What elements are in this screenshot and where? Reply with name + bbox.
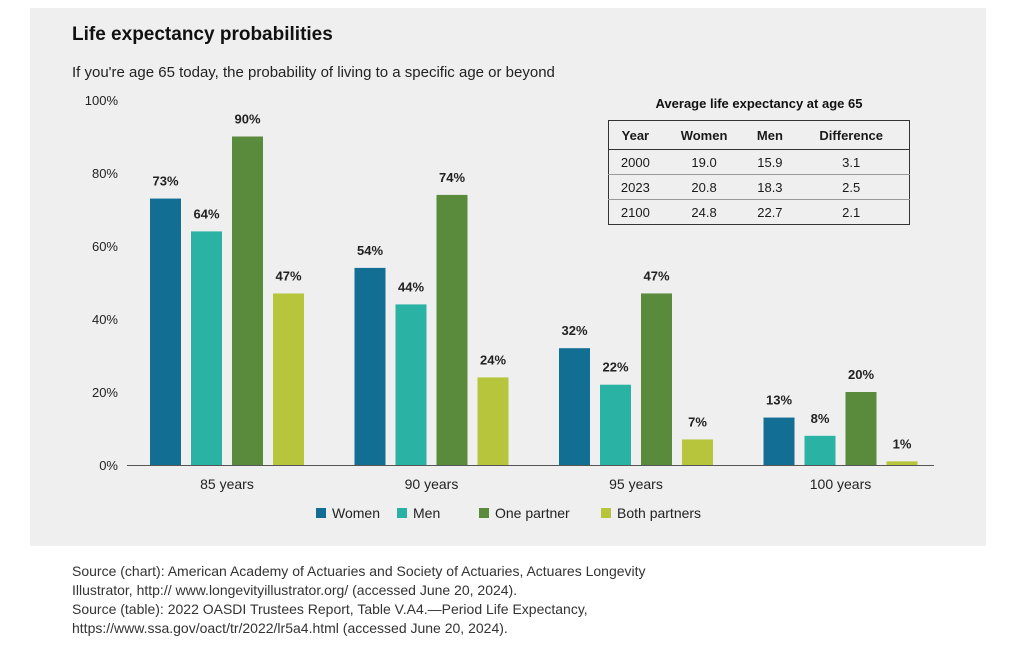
- bar: [600, 384, 631, 465]
- legend-label: Both partners: [617, 505, 701, 521]
- y-tick-label: 40%: [92, 312, 118, 327]
- table-cell: 19.0: [661, 149, 747, 175]
- bar: [845, 392, 877, 465]
- data-label: 90%: [234, 112, 260, 127]
- table-header-cell: Women: [661, 120, 747, 150]
- bar: [641, 293, 672, 465]
- x-tick-label: 95 years: [609, 476, 663, 492]
- data-label: 32%: [561, 323, 587, 338]
- table-row: 2000 19.0 15.9 3.1: [608, 149, 910, 175]
- y-tick-label: 60%: [92, 239, 118, 254]
- source-table-line: Source (table): 2022 OASDI Trustees Repo…: [72, 601, 588, 617]
- source-table-line: https://www.ssa.gov/oact/tr/2022/lr5a4.h…: [72, 620, 508, 636]
- life-expectancy-table-block: Average life expectancy at age 65 Year W…: [608, 94, 910, 225]
- legend-label: Women: [332, 505, 380, 521]
- bar: [477, 377, 509, 465]
- y-tick-label: 80%: [92, 166, 118, 181]
- data-label: 20%: [848, 367, 874, 382]
- data-labels: 73% 64% 90% 47% 54% 44% 74% 24% 32% 22% 47% 7% 13% 8%…: [152, 112, 911, 452]
- legend-label: One partner: [495, 505, 570, 521]
- x-tick-label: 90 years: [405, 476, 459, 492]
- bar: [559, 348, 590, 465]
- data-label: 13%: [766, 393, 792, 408]
- bar: [886, 461, 918, 465]
- sources: Source (chart): American Academy of Actu…: [72, 562, 646, 638]
- x-axis-categories: 85 years 90 years 95 years 100 years: [200, 476, 871, 492]
- table-cell: 2.5: [793, 174, 910, 200]
- life-expectancy-table-title: Average life expectancy at age 65: [655, 96, 863, 111]
- data-label: 22%: [602, 360, 628, 375]
- bar: [763, 417, 795, 465]
- data-label: 64%: [193, 206, 219, 221]
- data-label: 47%: [643, 268, 669, 283]
- table-cell: 2023: [608, 174, 662, 200]
- table-header-cell: Men: [746, 120, 794, 150]
- table-cell: 18.3: [746, 174, 794, 200]
- y-axis: 0% 20% 40% 60% 80% 100%: [85, 93, 119, 473]
- chart-title: Life expectancy probabilities: [72, 24, 333, 45]
- bar: [682, 439, 713, 465]
- source-chart-line: Source (chart): American Academy of Actu…: [72, 563, 646, 579]
- table-header-row: Year Women Men Difference: [608, 120, 910, 150]
- legend-label: Men: [413, 505, 440, 521]
- legend-swatch: [316, 508, 326, 518]
- bar: [354, 267, 386, 465]
- bar: [395, 304, 427, 465]
- bar: [804, 435, 836, 465]
- bar: [273, 293, 304, 465]
- table-cell: 15.9: [746, 149, 794, 175]
- legend-swatch: [601, 508, 611, 518]
- x-tick-label: 100 years: [810, 476, 871, 492]
- data-label: 44%: [398, 279, 424, 294]
- table-header-cell: Year: [608, 120, 662, 150]
- table-cell: 2.1: [793, 199, 910, 225]
- data-label: 24%: [480, 352, 506, 367]
- data-label: 8%: [811, 411, 830, 426]
- bar: [436, 194, 468, 465]
- x-tick-label: 85 years: [200, 476, 254, 492]
- y-tick-label: 0%: [99, 458, 118, 473]
- data-label: 7%: [688, 414, 707, 429]
- data-label: 1%: [893, 436, 912, 451]
- data-label: 73%: [152, 174, 178, 189]
- source-chart-line: Illustrator, http:// www.longevityillust…: [72, 582, 518, 598]
- table-cell: 2100: [608, 199, 662, 225]
- bar: [232, 136, 263, 465]
- table-header-cell: Difference: [793, 120, 910, 150]
- data-label: 47%: [275, 268, 301, 283]
- table-row: 2023 20.8 18.3 2.5: [608, 174, 910, 200]
- y-tick-label: 100%: [85, 93, 119, 108]
- bar: [191, 231, 222, 465]
- data-label: 54%: [357, 243, 383, 258]
- legend: Women Men One partner Both partners: [316, 505, 701, 521]
- table-cell: 24.8: [661, 199, 747, 225]
- data-label: 74%: [439, 170, 465, 185]
- table-cell: 3.1: [793, 149, 910, 175]
- table-cell: 2000: [608, 149, 662, 175]
- chart-subtitle: If you're age 65 today, the probability …: [72, 64, 555, 81]
- bar: [150, 198, 181, 466]
- table-cell: 22.7: [746, 199, 794, 225]
- legend-swatch: [397, 508, 407, 518]
- table-cell: 20.8: [661, 174, 747, 200]
- bars: [150, 136, 918, 466]
- y-tick-label: 20%: [92, 385, 118, 400]
- table-row: 2100 24.8 22.7 2.1: [608, 199, 910, 225]
- bar-chart: 0% 20% 40% 60% 80% 100% 73% 64% 90% 47% 54% 44% 74%…: [85, 93, 934, 521]
- legend-swatch: [479, 508, 489, 518]
- life-expectancy-table: Year Women Men Difference 2000 19.0 15.9…: [608, 120, 910, 225]
